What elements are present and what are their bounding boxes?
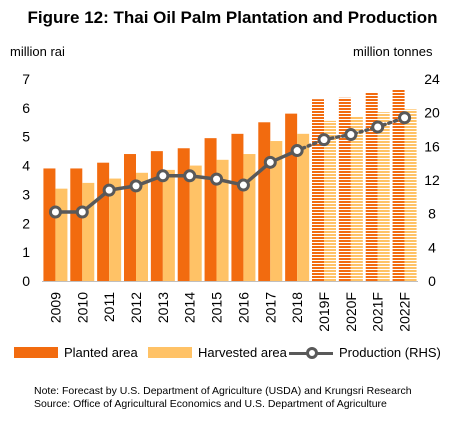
production-point xyxy=(263,155,277,169)
production-point xyxy=(344,128,358,142)
left-axis-tick-label: 6 xyxy=(22,100,30,116)
bar-harvested-area xyxy=(350,116,363,281)
production-point xyxy=(317,133,331,147)
bar-harvested-area xyxy=(377,112,390,281)
production-point xyxy=(156,169,170,183)
legend-label-planted: Planted area xyxy=(64,345,138,360)
left-axis-tick-label: 5 xyxy=(22,129,30,145)
bar-planted-area xyxy=(312,99,324,281)
bar-harvested-area xyxy=(109,178,122,281)
bar-planted-area xyxy=(43,168,56,281)
right-axis-tick-label: 24 xyxy=(424,71,440,87)
left-axis-tick-label: 7 xyxy=(22,71,30,87)
bar-harvested-area xyxy=(243,154,256,281)
note-source: Source: Office of Agricultural Economics… xyxy=(34,398,387,410)
legend-item-production: Production (RHS) xyxy=(289,345,441,360)
bar-harvested-area xyxy=(189,165,202,281)
chart-title: Figure 12: Thai Oil Palm Plantation and … xyxy=(27,8,438,27)
x-axis-tick-label: 2016 xyxy=(235,292,251,323)
x-axis-tick-label: 2013 xyxy=(155,292,171,323)
left-axis-tick-label: 1 xyxy=(22,244,30,260)
production-point xyxy=(183,169,197,183)
production-line-actual xyxy=(55,148,298,214)
production-point xyxy=(290,144,304,158)
bar-planted-area xyxy=(365,91,378,281)
x-axis-tick-label: 2022F xyxy=(397,292,413,332)
bar-harvested-area xyxy=(270,141,283,281)
bar-harvested-area xyxy=(216,159,229,281)
production-point xyxy=(129,179,143,193)
legend-swatch-harvested xyxy=(148,347,192,358)
right-axis-tick-label: 20 xyxy=(424,105,440,121)
chart-notes: Note: Forecast by U.S. Department of Agr… xyxy=(34,385,412,411)
production-point xyxy=(102,183,116,197)
x-axis-tick-label: 2017 xyxy=(262,292,278,323)
note-forecast: Note: Forecast by U.S. Department of Agr… xyxy=(34,385,412,397)
x-axis-tick-label: 2010 xyxy=(74,292,90,323)
left-axis-tick-label: 3 xyxy=(22,186,30,202)
production-point xyxy=(236,178,250,192)
right-axis-tick-label: 8 xyxy=(428,206,436,222)
bar-planted-area xyxy=(338,97,351,281)
x-axis-tick-label: 2011 xyxy=(101,292,117,322)
x-axis-tick-label: 2019F xyxy=(316,292,332,332)
bar-harvested-area xyxy=(324,120,336,281)
bar-harvested-area xyxy=(55,188,68,281)
bar-planted-area xyxy=(392,89,405,281)
legend-label-production: Production (RHS) xyxy=(339,345,441,360)
production-point xyxy=(48,205,62,219)
bar-planted-area xyxy=(97,162,110,281)
left-axis-tick-label: 4 xyxy=(22,158,30,174)
legend-label-harvested: Harvested area xyxy=(198,345,287,360)
production-point xyxy=(398,111,412,125)
left-axis-tick-label: 2 xyxy=(22,215,30,231)
bar-planted-area xyxy=(124,154,136,281)
right-axis-tick-label: 16 xyxy=(424,138,440,154)
x-axis-tick-label: 2012 xyxy=(128,292,144,323)
production-point xyxy=(371,120,385,134)
bar-planted-area xyxy=(70,168,83,281)
bar-planted-area xyxy=(258,122,271,282)
bar-harvested-area xyxy=(297,133,310,281)
x-axis-tick-label: 2018 xyxy=(289,292,305,323)
left-axis-tick-label: 0 xyxy=(22,273,30,289)
x-axis-tick-label: 2009 xyxy=(47,292,63,323)
right-axis-tick-label: 4 xyxy=(428,239,436,255)
production-point xyxy=(75,205,89,219)
x-axis-tick-label: 2015 xyxy=(209,292,225,323)
legend-item-planted: Planted area xyxy=(14,345,138,360)
x-axis-tick-label: 2020F xyxy=(343,292,359,332)
x-axis-tick-label: 2014 xyxy=(182,292,198,323)
bar-planted-area xyxy=(150,151,163,281)
bar-harvested-area xyxy=(404,109,417,281)
bar-planted-area xyxy=(231,133,244,281)
right-axis-unit-label: million tonnes xyxy=(353,44,433,59)
right-axis-tick-label: 0 xyxy=(428,273,436,289)
production-point xyxy=(210,172,224,186)
bar-harvested-area xyxy=(82,182,95,281)
bar-planted-area xyxy=(177,148,190,281)
chart-legend: Planted area Harvested area Production (… xyxy=(14,345,454,363)
x-axis-tick-label: 2021F xyxy=(370,292,386,332)
left-axis-unit-label: million rai xyxy=(10,44,65,59)
bar-planted-area xyxy=(204,138,217,281)
bar-harvested-area xyxy=(136,172,148,281)
legend-swatch-planted xyxy=(14,347,58,358)
bar-planted-area xyxy=(285,113,298,281)
legend-item-harvested: Harvested area xyxy=(148,345,287,360)
bar-harvested-area xyxy=(162,169,175,281)
right-axis-tick-label: 12 xyxy=(424,172,440,188)
legend-swatch-production xyxy=(289,346,333,359)
